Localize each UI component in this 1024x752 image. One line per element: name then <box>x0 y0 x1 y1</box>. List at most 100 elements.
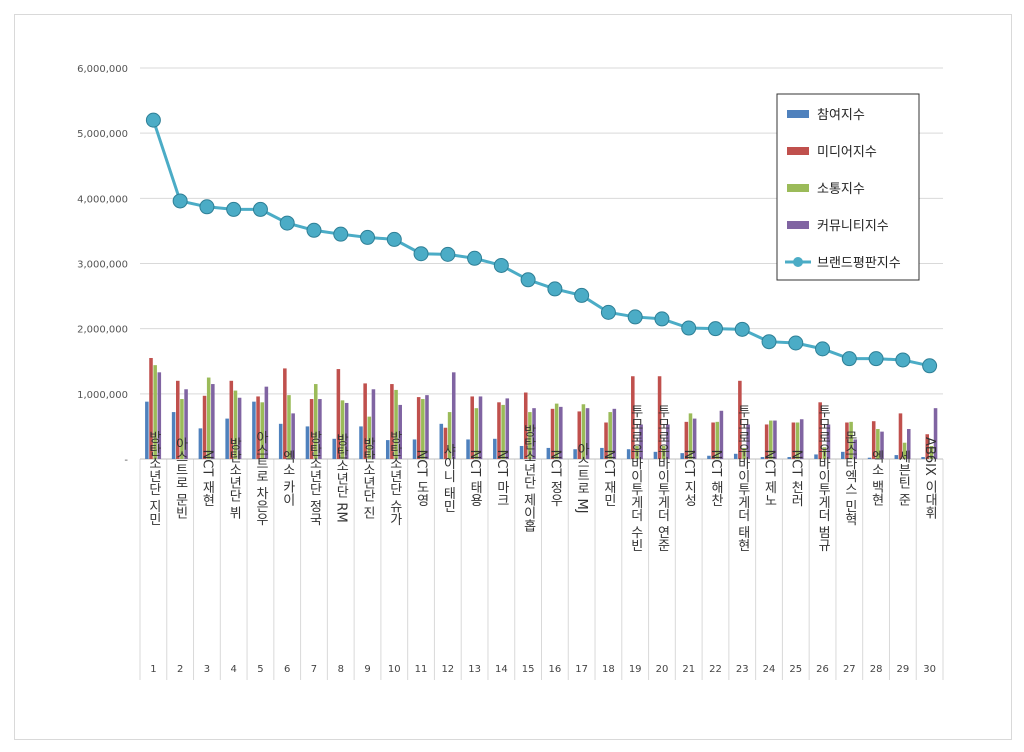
line-point <box>145 112 161 128</box>
bar-커뮤니티지수 <box>933 408 938 459</box>
category-label: 세븐틴 준 <box>895 450 910 507</box>
bar-미디어지수 <box>309 399 314 459</box>
bar-미디어지수 <box>416 397 421 459</box>
category-label: 방탄소년단 슈가 <box>387 430 402 526</box>
line-point <box>600 304 616 320</box>
category-label: NCT 재민 <box>601 450 616 507</box>
bar-참여지수 <box>519 445 524 459</box>
line-point <box>440 246 456 262</box>
bar-소통지수 <box>153 365 157 459</box>
bar-커뮤니티지수 <box>880 431 884 459</box>
bar-참여지수 <box>600 447 604 459</box>
category-label: NCT 마크 <box>494 450 509 507</box>
bar-커뮤니티지수 <box>344 402 349 459</box>
category-label: NCT 지성 <box>681 450 696 507</box>
bar-참여지수 <box>439 423 444 459</box>
rank-label: 10 <box>388 664 401 675</box>
bar-커뮤니티지수 <box>906 429 911 459</box>
bar-참여지수 <box>252 401 256 459</box>
bar-미디어지수 <box>604 422 608 459</box>
legend-swatch-marker <box>793 257 803 267</box>
bar-소통지수 <box>661 445 666 459</box>
rank-label: 17 <box>575 664 588 675</box>
bar-커뮤니티지수 <box>746 424 750 459</box>
bar-미디어지수 <box>229 380 234 459</box>
line-point <box>681 320 697 336</box>
category-label: 방탄소년단 제이홉 <box>521 424 536 533</box>
rank-label: 4 <box>230 664 236 675</box>
legend-label: 참여지수 <box>817 108 865 123</box>
bar-참여지수 <box>707 455 711 459</box>
category-label: NCT 재현 <box>199 450 214 507</box>
legend-swatch <box>787 221 809 229</box>
bar-미디어지수 <box>470 396 474 459</box>
bar-소통지수 <box>688 413 693 459</box>
rank-label: 18 <box>602 664 615 675</box>
bar-참여지수 <box>198 428 203 459</box>
bar-미디어지수 <box>738 380 742 459</box>
bar-커뮤니티지수 <box>318 399 322 459</box>
bar-소통지수 <box>822 447 827 459</box>
bar-커뮤니티지수 <box>853 439 858 459</box>
legend-label: 미디어지수 <box>817 145 877 160</box>
line-point <box>386 231 402 247</box>
category-label: 방탄소년단 진 <box>360 437 375 520</box>
line-point <box>841 351 857 367</box>
bar-미디어지수 <box>925 434 930 459</box>
rank-label: 8 <box>338 664 344 675</box>
y-tick-label: 3,000,000 <box>77 260 128 271</box>
bar-소통지수 <box>742 447 746 459</box>
category-label: AB6IX 이대휘 <box>922 437 937 519</box>
y-tick-label: 5,000,000 <box>77 129 128 140</box>
bar-커뮤니티지수 <box>425 395 429 459</box>
rank-label: 6 <box>284 664 290 675</box>
category-label: 투모로우바이투게더 범규 <box>815 404 830 552</box>
bar-미디어지수 <box>684 421 689 459</box>
bar-커뮤니티지수 <box>719 410 724 459</box>
line-point <box>279 215 295 231</box>
rank-label: 11 <box>415 664 428 675</box>
bar-참여지수 <box>332 438 337 459</box>
bar-미디어지수 <box>497 402 501 459</box>
bar-커뮤니티지수 <box>478 396 483 459</box>
category-label: 몬스타엑스 민혁 <box>842 430 857 526</box>
bar-소통지수 <box>528 412 532 459</box>
bar-참여지수 <box>573 449 577 459</box>
line-point <box>547 281 563 297</box>
bar-소통지수 <box>313 384 318 459</box>
rank-label: 27 <box>843 664 856 675</box>
category-label: 방탄소년단 뷔 <box>226 437 241 520</box>
bar-참여지수 <box>867 457 872 459</box>
bar-참여지수 <box>787 457 792 459</box>
bar-참여지수 <box>760 457 765 459</box>
bar-미디어지수 <box>764 424 769 459</box>
rank-label: 21 <box>682 664 695 675</box>
bar-소통지수 <box>474 408 479 459</box>
rank-label: 28 <box>870 664 883 675</box>
line-point <box>172 193 188 209</box>
bar-소통지수 <box>287 395 291 459</box>
bar-미디어지수 <box>791 422 796 459</box>
line-point <box>306 222 322 238</box>
line-point <box>734 321 750 337</box>
bar-미디어지수 <box>202 395 207 459</box>
bar-소통지수 <box>180 399 184 459</box>
line-point <box>627 309 643 325</box>
bar-소통지수 <box>929 445 934 459</box>
line-point <box>413 246 429 262</box>
category-label: 아스트로 차은우 <box>253 430 268 526</box>
bar-참여지수 <box>680 453 684 459</box>
bar-커뮤니티지수 <box>799 419 804 459</box>
bar-미디어지수 <box>550 408 555 459</box>
line-point <box>333 226 349 242</box>
bar-참여지수 <box>385 440 390 459</box>
rank-label: 15 <box>522 664 535 675</box>
rank-label: 30 <box>923 664 936 675</box>
bar-미디어지수 <box>818 402 822 459</box>
legend-label: 소통지수 <box>817 182 865 197</box>
bar-참여지수 <box>171 412 176 459</box>
bar-미디어지수 <box>443 427 448 459</box>
bar-커뮤니티지수 <box>559 406 563 459</box>
rank-label: 1 <box>150 664 156 675</box>
category-label: 샤이니 태민 <box>440 443 455 513</box>
